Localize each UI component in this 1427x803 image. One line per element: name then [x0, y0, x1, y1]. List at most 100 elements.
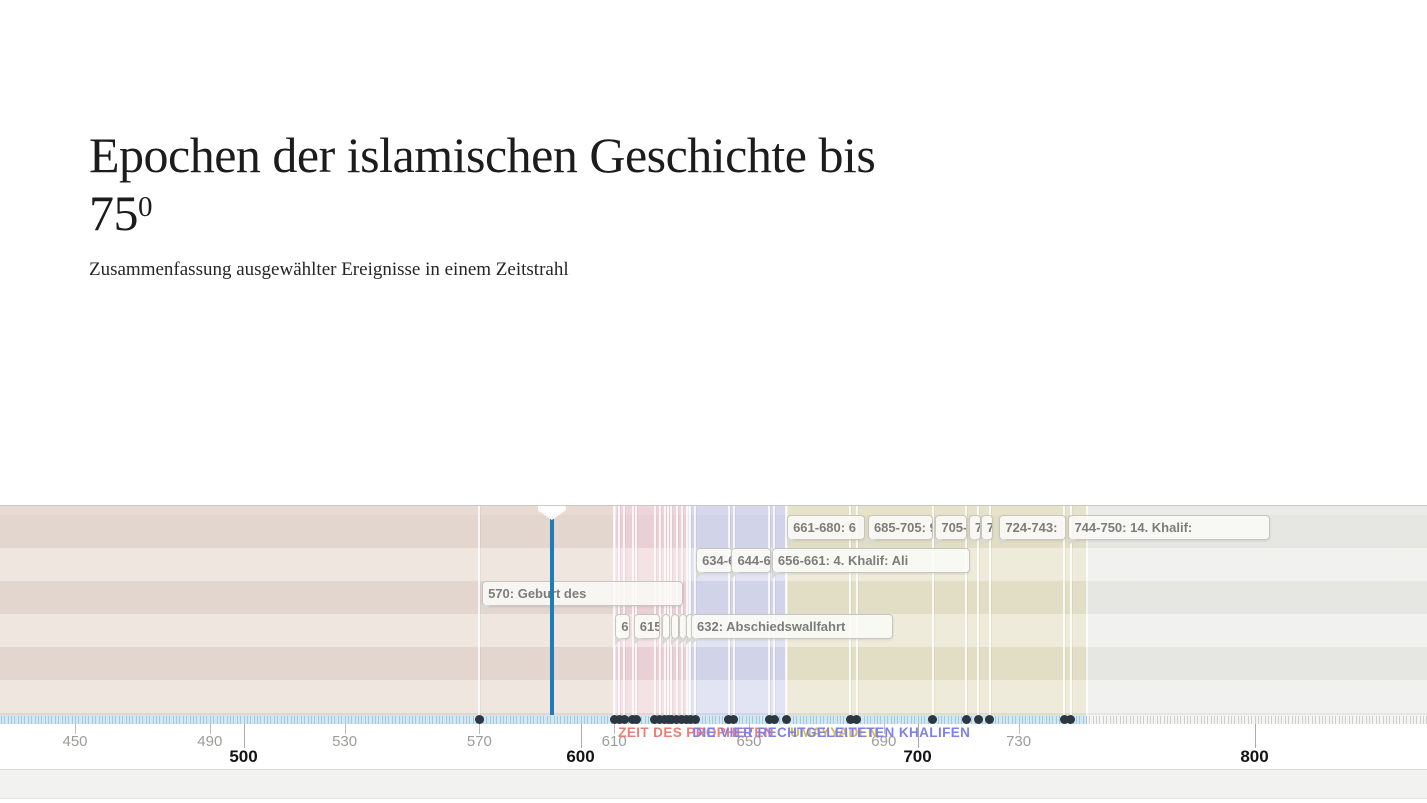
tick — [351, 716, 352, 724]
event-flag[interactable]: 685-705: 9 — [867, 515, 933, 546]
event-line — [773, 506, 776, 715]
tick — [1056, 716, 1057, 724]
event-dot[interactable] — [961, 715, 971, 724]
tick — [115, 716, 116, 724]
event-flag[interactable]: 661-680: 6 — [787, 515, 866, 546]
event-dot[interactable] — [928, 715, 938, 724]
timenav[interactable]: 661-680: 6 685-705: 9 705-71 71 72 724-743: 74… — [0, 505, 1427, 769]
event-flag-label: 610 — [621, 619, 629, 634]
axis-minor-label: 730 — [1006, 733, 1032, 750]
tick — [1086, 716, 1087, 724]
tick — [227, 716, 228, 724]
tick — [1403, 716, 1404, 724]
event-dot[interactable] — [650, 715, 660, 724]
tick — [425, 716, 426, 724]
event-dot[interactable] — [619, 715, 629, 724]
tick — [1295, 716, 1296, 724]
tick — [581, 716, 582, 724]
tick — [1089, 716, 1090, 724]
event-flag-label: 71 — [975, 520, 981, 535]
tick — [1410, 716, 1411, 724]
event-dot[interactable] — [655, 715, 665, 724]
tick — [1049, 716, 1050, 724]
event-dot[interactable] — [677, 715, 687, 724]
event-dot[interactable] — [614, 715, 624, 724]
event-dot[interactable] — [690, 715, 700, 724]
event-flag[interactable]: 724-743: — [999, 515, 1067, 546]
event-flag[interactable]: 634-6 — [696, 548, 734, 579]
tick — [1248, 716, 1249, 724]
tick — [55, 716, 56, 724]
tick — [436, 716, 437, 724]
tick — [752, 716, 753, 724]
event-flag[interactable]: 632: Abschiedswallfahrt — [691, 614, 894, 645]
event-dot[interactable] — [852, 715, 862, 724]
event-flag[interactable]: 570: Geburt des — [482, 581, 684, 612]
tick — [971, 716, 972, 724]
event-flag[interactable] — [670, 614, 679, 645]
event-dot[interactable] — [769, 715, 779, 724]
event-dot[interactable] — [973, 715, 983, 724]
event-line — [689, 506, 692, 715]
tick — [1265, 716, 1266, 724]
tick — [1052, 716, 1053, 724]
tick — [958, 716, 959, 724]
tick — [1308, 716, 1309, 724]
tick — [870, 716, 871, 724]
tick — [722, 716, 723, 724]
event-flag[interactable]: 615 — [633, 614, 660, 645]
tick — [1137, 716, 1138, 724]
tick — [119, 716, 120, 724]
event-flag[interactable]: 705-71 — [935, 515, 968, 546]
event-flag[interactable]: 72 — [980, 515, 993, 546]
event-dot[interactable] — [631, 715, 641, 724]
event-dot[interactable] — [1066, 715, 1076, 724]
event-dot[interactable] — [1059, 715, 1069, 724]
tick — [1002, 716, 1003, 724]
event-flag[interactable]: 610 — [615, 614, 631, 645]
tick — [469, 716, 470, 724]
event-dot[interactable] — [764, 715, 774, 724]
tick — [1116, 716, 1117, 724]
tick — [951, 716, 952, 724]
era-band — [0, 506, 615, 715]
current-position-marker[interactable] — [549, 519, 554, 715]
event-flag[interactable]: 644-6 — [731, 548, 772, 579]
tick — [112, 716, 113, 724]
tick — [570, 716, 571, 724]
event-dot[interactable] — [724, 715, 734, 724]
event-flag[interactable]: 744-750: 14. Khalif: — [1068, 515, 1271, 546]
event-flag[interactable] — [662, 614, 671, 645]
event-dot[interactable] — [845, 715, 855, 724]
event-dot[interactable] — [985, 715, 995, 724]
tick — [213, 716, 214, 724]
tick — [173, 716, 174, 724]
event-dot[interactable] — [781, 715, 791, 724]
tick — [645, 716, 646, 724]
tick — [1076, 716, 1077, 724]
tick — [405, 716, 406, 724]
event-flag-label: 632: Abschiedswallfahrt — [697, 619, 846, 634]
event-dot[interactable] — [609, 715, 619, 724]
tick — [129, 716, 130, 724]
event-dot[interactable] — [729, 715, 739, 724]
tick — [1099, 716, 1100, 724]
event-dot[interactable] — [666, 715, 676, 724]
event-dot[interactable] — [672, 715, 682, 724]
event-dot[interactable] — [685, 715, 695, 724]
tick — [21, 716, 22, 724]
event-flag[interactable]: 71 — [969, 515, 982, 546]
tick — [270, 716, 271, 724]
event-flag[interactable]: 656-661: 4. Khalif: Ali — [771, 548, 970, 579]
event-dot[interactable] — [474, 715, 484, 724]
tick — [1386, 716, 1387, 724]
tick — [254, 716, 255, 724]
tick — [334, 716, 335, 724]
tick — [594, 716, 595, 724]
tick — [1039, 716, 1040, 724]
tick — [163, 716, 164, 724]
tick — [1, 716, 2, 724]
tick — [358, 716, 359, 724]
tick — [601, 716, 602, 724]
tick — [564, 716, 565, 724]
